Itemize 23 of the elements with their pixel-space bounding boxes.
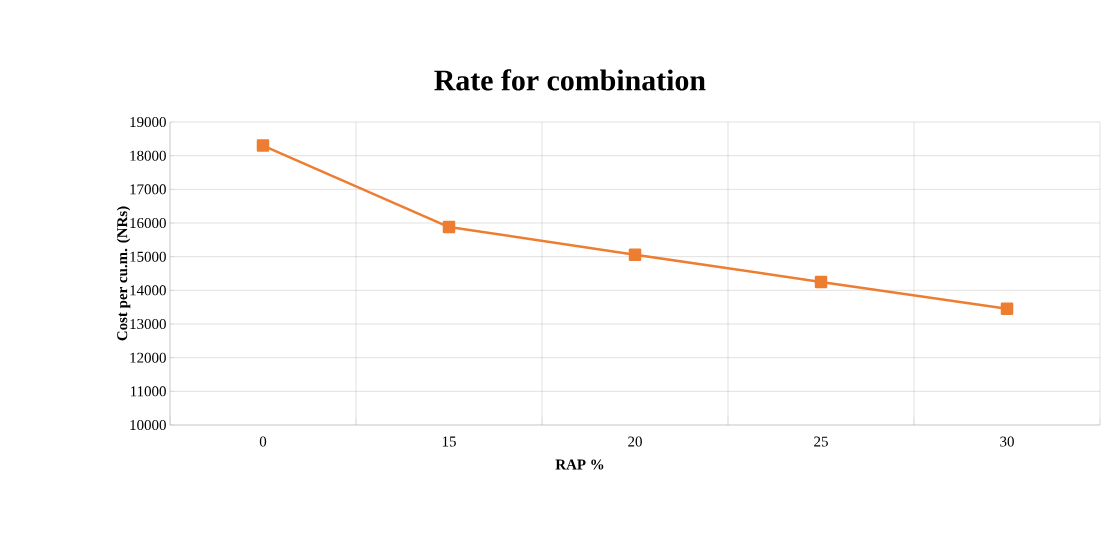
x-tick-label: 20 [628,436,642,447]
y-tick-label: 17000 [130,184,166,195]
x-axis-title: RAP % [555,459,604,470]
chart-title: Rate for combination [434,69,706,91]
y-tick-label: 16000 [130,217,166,229]
x-tick-label: 30 [1000,436,1014,447]
y-tick-label: 10000 [130,419,166,431]
point [1000,302,1014,316]
x-tick-label: 25 [814,436,828,447]
point [628,248,642,261]
y-tick-label: 13000 [130,318,166,330]
y-axis-title: Cost per cu.m. (NRs) [116,206,131,341]
point [442,220,456,234]
point [256,139,270,152]
x-tick-label: 0 [259,436,267,447]
y-tick-label: 14000 [130,285,166,296]
x-tick-label: 15 [442,436,456,447]
point [814,275,828,289]
y-tick-label: 12000 [130,352,166,363]
y-tick-label: 18000 [130,150,166,161]
y-tick-label: 15000 [130,251,166,262]
y-tick-label: 11000 [130,386,166,397]
y-tick-label: 19000 [130,116,166,128]
